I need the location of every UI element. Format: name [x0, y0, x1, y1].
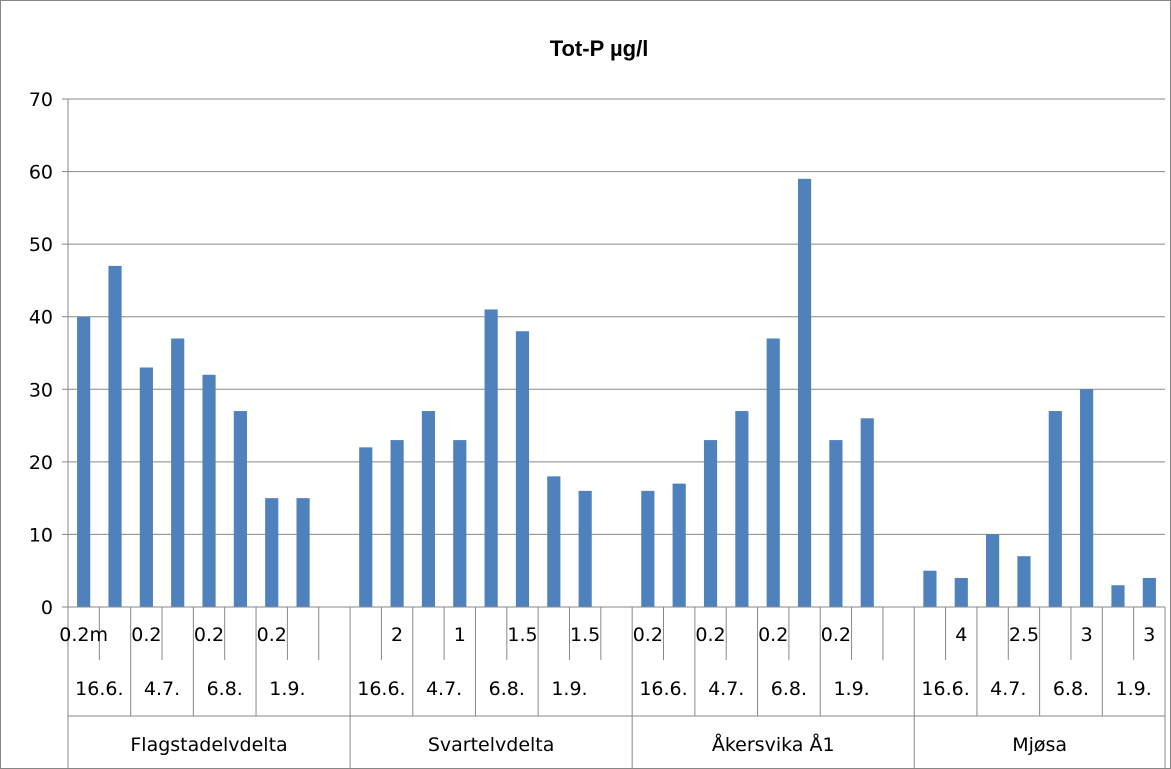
- x-axis-category-labels: 0.2m 0.2 0.2 0.2 16.6. 4.7. 6.8. 1.9. Flagstadel…: [59, 624, 1155, 756]
- date-label: 1.9.: [833, 678, 869, 700]
- y-tick-label: 40: [29, 307, 53, 329]
- y-tick-label: 60: [29, 162, 53, 184]
- y-tick-label: 70: [29, 89, 53, 111]
- bar: [735, 411, 749, 607]
- bar: [797, 178, 812, 608]
- bar: [1080, 389, 1094, 607]
- bar: [77, 316, 91, 607]
- depth-label: 4: [955, 624, 967, 646]
- depth-label: 0.2m: [59, 624, 108, 646]
- date-label: 6.8.: [207, 678, 243, 700]
- bar: [1142, 577, 1156, 607]
- depth-label: 2.5: [1009, 624, 1039, 646]
- bar: [578, 490, 592, 607]
- bar: [421, 411, 436, 607]
- group-label: Svartelvdelta: [428, 734, 555, 756]
- group-label: Flagstadelvdelta: [130, 734, 287, 756]
- date-label: 4.7.: [990, 678, 1026, 700]
- bar: [484, 309, 498, 607]
- bars: [77, 178, 1156, 608]
- depth-label: 1.5: [507, 624, 537, 646]
- bar: [923, 570, 937, 607]
- date-label: 16.6.: [75, 678, 123, 700]
- bar: [986, 534, 1000, 607]
- date-label: 16.6.: [639, 678, 687, 700]
- date-label: 1.9.: [551, 678, 587, 700]
- depth-label: 0.2: [194, 624, 224, 646]
- group-label: Åkersvika Å1: [712, 733, 835, 756]
- depth-label: 0.2: [257, 624, 287, 646]
- date-label: 6.8.: [1053, 678, 1089, 700]
- y-tick-label: 50: [29, 234, 53, 256]
- date-label: 4.7.: [426, 678, 462, 700]
- date-label: 16.6.: [921, 678, 969, 700]
- depth-label: 0.2: [758, 624, 788, 646]
- bar: [296, 498, 310, 607]
- y-tick-label: 0: [41, 597, 53, 619]
- depth-label: 0.2: [821, 624, 851, 646]
- depth-label: 0.2: [695, 624, 725, 646]
- date-label: 1.9.: [269, 678, 305, 700]
- bar: [202, 374, 216, 607]
- y-axis-tick-labels: 0 10 20 30 40 50 60 70: [29, 89, 53, 619]
- bar: [390, 440, 404, 607]
- date-label: 4.7.: [708, 678, 744, 700]
- date-label: 6.8.: [771, 678, 807, 700]
- date-label: 1.9.: [1116, 678, 1152, 700]
- depth-label: 3: [1081, 624, 1093, 646]
- bar: [359, 447, 373, 607]
- bar: [139, 367, 153, 607]
- date-label: 6.8.: [489, 678, 525, 700]
- depth-label: 0.2: [131, 624, 161, 646]
- depth-label: 2: [391, 624, 403, 646]
- bar: [453, 440, 467, 607]
- bar: [672, 483, 686, 607]
- group-label: Mjøsa: [1012, 734, 1067, 756]
- depth-label: 1: [454, 624, 466, 646]
- bar: [515, 331, 530, 607]
- depth-label: 0.2: [633, 624, 663, 646]
- depth-label: 3: [1143, 624, 1155, 646]
- chart-title: Tot-P µg/l: [550, 36, 649, 61]
- bar: [829, 440, 843, 607]
- bar: [265, 498, 279, 607]
- date-label: 16.6.: [357, 678, 405, 700]
- bar: [641, 490, 655, 607]
- depth-label: 1.5: [570, 624, 600, 646]
- bar: [766, 338, 780, 607]
- bar: [171, 338, 185, 607]
- bar: [1017, 556, 1031, 607]
- y-tick-label: 20: [29, 452, 53, 474]
- gridlines: [68, 98, 1165, 535]
- bar: [703, 440, 718, 607]
- date-label: 4.7.: [144, 678, 180, 700]
- bar: [233, 411, 247, 607]
- bar: [1111, 585, 1125, 607]
- bar: [1048, 411, 1062, 607]
- axes: [62, 98, 1166, 768]
- y-tick-label: 30: [29, 379, 53, 401]
- bar: [108, 265, 122, 607]
- bar: [547, 476, 561, 607]
- bar: [954, 577, 968, 607]
- y-tick-label: 10: [29, 524, 53, 546]
- bar: [860, 418, 874, 607]
